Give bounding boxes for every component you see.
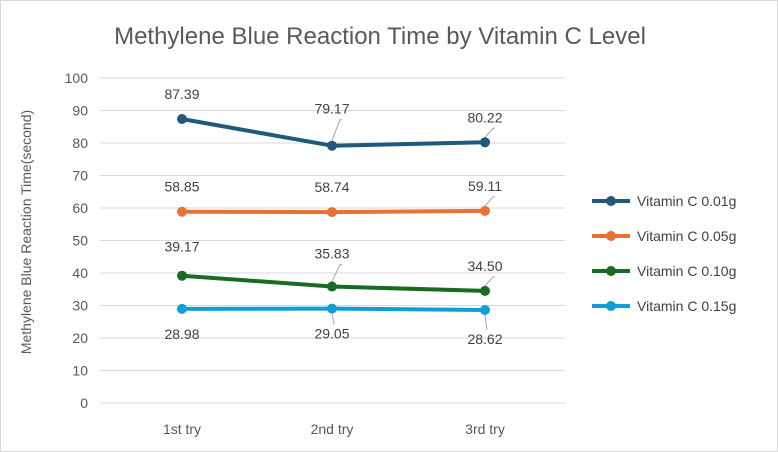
data-point (480, 137, 490, 148)
y-axis-ticks: 0 10 20 30 40 50 60 70 80 90 100 (65, 70, 89, 411)
data-point (480, 304, 490, 315)
leader-line (484, 276, 495, 287)
data-label: 28.98 (164, 326, 199, 342)
data-label: 39.17 (164, 239, 199, 255)
data-label: 28.62 (467, 331, 502, 347)
legend-swatch-marker (606, 231, 616, 241)
data-labels: 87.39 79.17 80.22 58.85 58.74 59.11 39.17 35.83… (164, 86, 502, 347)
data-point (327, 281, 337, 292)
leader-line (331, 264, 342, 282)
data-point (327, 140, 337, 151)
data-label: 87.39 (164, 86, 199, 102)
data-label: 34.50 (467, 258, 502, 274)
data-point (327, 207, 337, 218)
label-leader-lines (331, 119, 495, 331)
x-tick-label: 2nd try (311, 421, 354, 437)
leader-line (484, 196, 495, 207)
data-label: 79.17 (314, 101, 349, 117)
legend-swatch-marker (606, 301, 616, 311)
legend-entry: Vitamin C 0.01g (637, 193, 736, 209)
leader-line (484, 127, 495, 138)
data-point (480, 285, 490, 296)
x-tick-label: 1st try (163, 421, 201, 437)
legend-entry: Vitamin C 0.15g (637, 298, 736, 314)
y-tick-label: 90 (72, 103, 88, 119)
data-label: 35.83 (314, 246, 349, 262)
y-tick-label: 50 (72, 233, 88, 249)
y-tick-label: 60 (72, 200, 88, 216)
data-point (480, 205, 490, 216)
leader-line (331, 313, 335, 325)
y-tick-label: 0 (80, 395, 88, 411)
data-label: 58.85 (164, 179, 199, 195)
legend-swatch-marker (606, 266, 616, 276)
legend-entry: Vitamin C 0.10g (637, 263, 736, 279)
y-tick-label: 30 (72, 298, 88, 314)
leader-line (484, 314, 488, 331)
data-label: 59.11 (468, 178, 502, 194)
data-point (327, 303, 337, 314)
x-tick-label: 3rd try (465, 421, 505, 437)
chart-title: Methylene Blue Reaction Time by Vitamin … (114, 23, 646, 50)
data-label: 80.22 (467, 109, 502, 125)
series-lines (177, 113, 490, 315)
y-tick-label: 100 (65, 70, 89, 86)
y-tick-label: 80 (72, 135, 88, 151)
y-tick-label: 70 (72, 168, 88, 184)
y-tick-label: 40 (72, 265, 88, 281)
data-label: 29.05 (314, 326, 349, 342)
data-point (177, 206, 187, 217)
y-axis-label: Methylene Blue Reaction Time(second) (18, 110, 34, 354)
data-point (177, 113, 187, 124)
data-label: 58.74 (314, 179, 349, 195)
legend: Vitamin C 0.01g Vitamin C 0.05g Vitamin C … (592, 193, 736, 314)
leader-line (331, 119, 342, 141)
y-tick-label: 20 (72, 330, 88, 346)
legend-swatch-marker (606, 196, 616, 206)
x-axis-ticks: 1st try 2nd try 3rd try (163, 421, 505, 437)
y-tick-label: 10 (72, 363, 88, 379)
data-point (177, 270, 187, 281)
legend-entry: Vitamin C 0.05g (637, 228, 736, 244)
data-point (177, 303, 187, 314)
